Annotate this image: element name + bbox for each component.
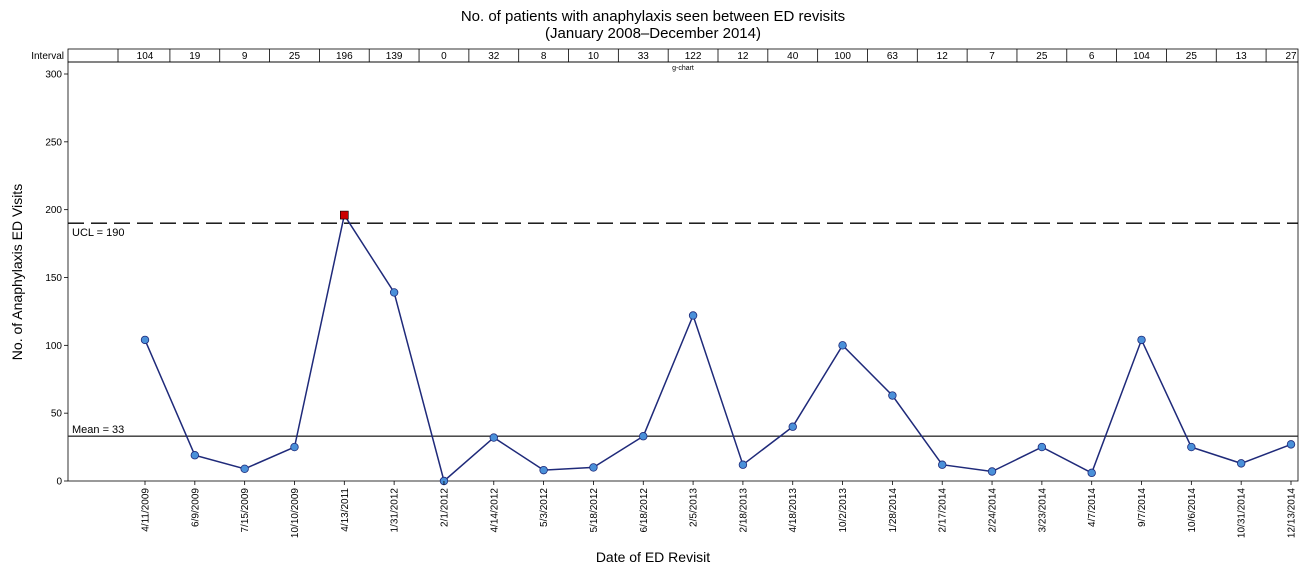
data-point (1137, 335, 1146, 345)
x-tick-label: 4/11/2009 (141, 488, 152, 532)
interval-value: 33 (638, 51, 650, 62)
x-tick-label: 10/10/2009 (290, 488, 301, 538)
x-tick-label: 9/7/2014 (1137, 488, 1148, 527)
x-tick-label: 12/13/2014 (1287, 488, 1298, 538)
data-point (1236, 459, 1246, 468)
x-tick-label: 1/31/2012 (390, 488, 401, 533)
y-tick-label: 0 (56, 477, 62, 488)
data-point (1187, 442, 1196, 452)
data-point (290, 442, 299, 452)
interval-value: 25 (289, 51, 301, 62)
interval-value: 27 (1285, 51, 1297, 62)
y-tick-label: 200 (45, 205, 62, 216)
interval-value: 0 (441, 51, 447, 62)
x-tick-label: 2/5/2013 (689, 488, 700, 527)
mean-label: Mean = 33 (72, 424, 124, 436)
y-axis: 0 50 100 150 200 250 300 (45, 70, 68, 488)
interval-value: 8 (541, 51, 547, 62)
interval-value: 32 (488, 51, 500, 62)
interval-value: 10 (588, 51, 600, 62)
data-point (190, 451, 200, 460)
y-tick-label: 250 (45, 137, 62, 148)
interval-value: 139 (386, 51, 403, 62)
data-point (788, 422, 797, 431)
data-point (938, 460, 947, 469)
chart-tag: g-chart (672, 65, 694, 72)
x-tick-label: 10/31/2014 (1237, 488, 1248, 538)
interval-value: 25 (1186, 51, 1198, 62)
x-tick-label: 1/28/2014 (888, 488, 899, 533)
interval-value: 122 (685, 51, 702, 62)
y-tick-label: 50 (51, 409, 63, 420)
x-tick-label: 10/2/2013 (838, 488, 849, 533)
interval-header: Interval (31, 51, 64, 62)
x-axis: 4/11/2009 6/9/2009 7/15/2009 10/10/2009 4/13… (141, 481, 1298, 538)
x-tick-label: 2/24/2014 (988, 488, 999, 533)
x-tick-label: 2/1/2012 (439, 488, 450, 527)
x-tick-label: 5/18/2012 (589, 488, 600, 533)
data-point (888, 391, 897, 400)
interval-value: 104 (137, 51, 154, 62)
x-tick-label: 3/23/2014 (1037, 488, 1048, 533)
data-point (688, 311, 698, 320)
x-tick-label: 10/6/2014 (1187, 488, 1198, 533)
data-point (589, 463, 598, 472)
ucl-label: UCL = 190 (72, 227, 125, 239)
x-axis-label: Date of ED Revisit (596, 549, 710, 565)
interval-value: 40 (787, 51, 799, 62)
interval-value: 25 (1036, 51, 1048, 62)
x-tick-label: 4/14/2012 (489, 488, 500, 533)
data-point (489, 433, 498, 442)
series-line (144, 213, 1292, 483)
plot-area (67, 61, 1299, 482)
interval-value: 12 (937, 51, 949, 62)
data-point (140, 335, 150, 345)
y-tick-label: 100 (45, 341, 62, 352)
data-point (539, 465, 548, 475)
series (140, 210, 1296, 486)
reference-lines: UCL = 190 Mean = 33 (68, 222, 1298, 437)
interval-value: 6 (1089, 51, 1095, 62)
x-tick-label: 4/18/2013 (788, 488, 799, 533)
data-point (1037, 442, 1047, 452)
x-tick-label: 4/13/2011 (340, 488, 351, 532)
data-point (389, 288, 399, 297)
data-point (738, 460, 748, 469)
interval-value: 100 (834, 51, 851, 62)
interval-value: 104 (1133, 51, 1150, 62)
data-point (1087, 468, 1096, 478)
x-tick-label: 2/17/2014 (938, 488, 949, 533)
x-tick-label: 2/18/2013 (738, 488, 749, 533)
interval-row-box (67, 48, 1299, 63)
data-point (838, 341, 847, 350)
y-tick-label: 300 (45, 70, 62, 81)
y-tick-label: 150 (45, 273, 62, 284)
interval-value: 12 (737, 51, 749, 62)
interval-value: 9 (242, 51, 248, 62)
plot-frame: g-chart (67, 61, 1299, 482)
x-tick-label: 7/15/2009 (240, 488, 251, 533)
data-point (639, 432, 648, 441)
x-tick-label: 6/18/2012 (639, 488, 650, 533)
chart-title: No. of patients with anaphylaxis seen be… (461, 8, 845, 25)
data-point (1286, 440, 1296, 449)
x-tick-label: 4/7/2014 (1087, 488, 1098, 527)
x-tick-label: 5/3/2012 (539, 488, 550, 527)
interval-value: 19 (189, 51, 201, 62)
interval-row: Interval 104 19 9 25 196 139 0 32 8 10 33 122 12 40 10… (31, 48, 1299, 63)
interval-value: 63 (887, 51, 899, 62)
data-point (240, 464, 249, 473)
interval-value: 196 (336, 51, 353, 62)
interval-value: 7 (989, 51, 995, 62)
y-axis-label: No. of Anaphylaxis ED Visits (9, 184, 25, 360)
data-point (987, 467, 997, 476)
x-tick-label: 6/9/2009 (190, 488, 201, 527)
chart-subtitle: (January 2008–December 2014) (545, 25, 761, 42)
out-of-control-point (340, 210, 349, 220)
interval-value: 13 (1236, 51, 1248, 62)
